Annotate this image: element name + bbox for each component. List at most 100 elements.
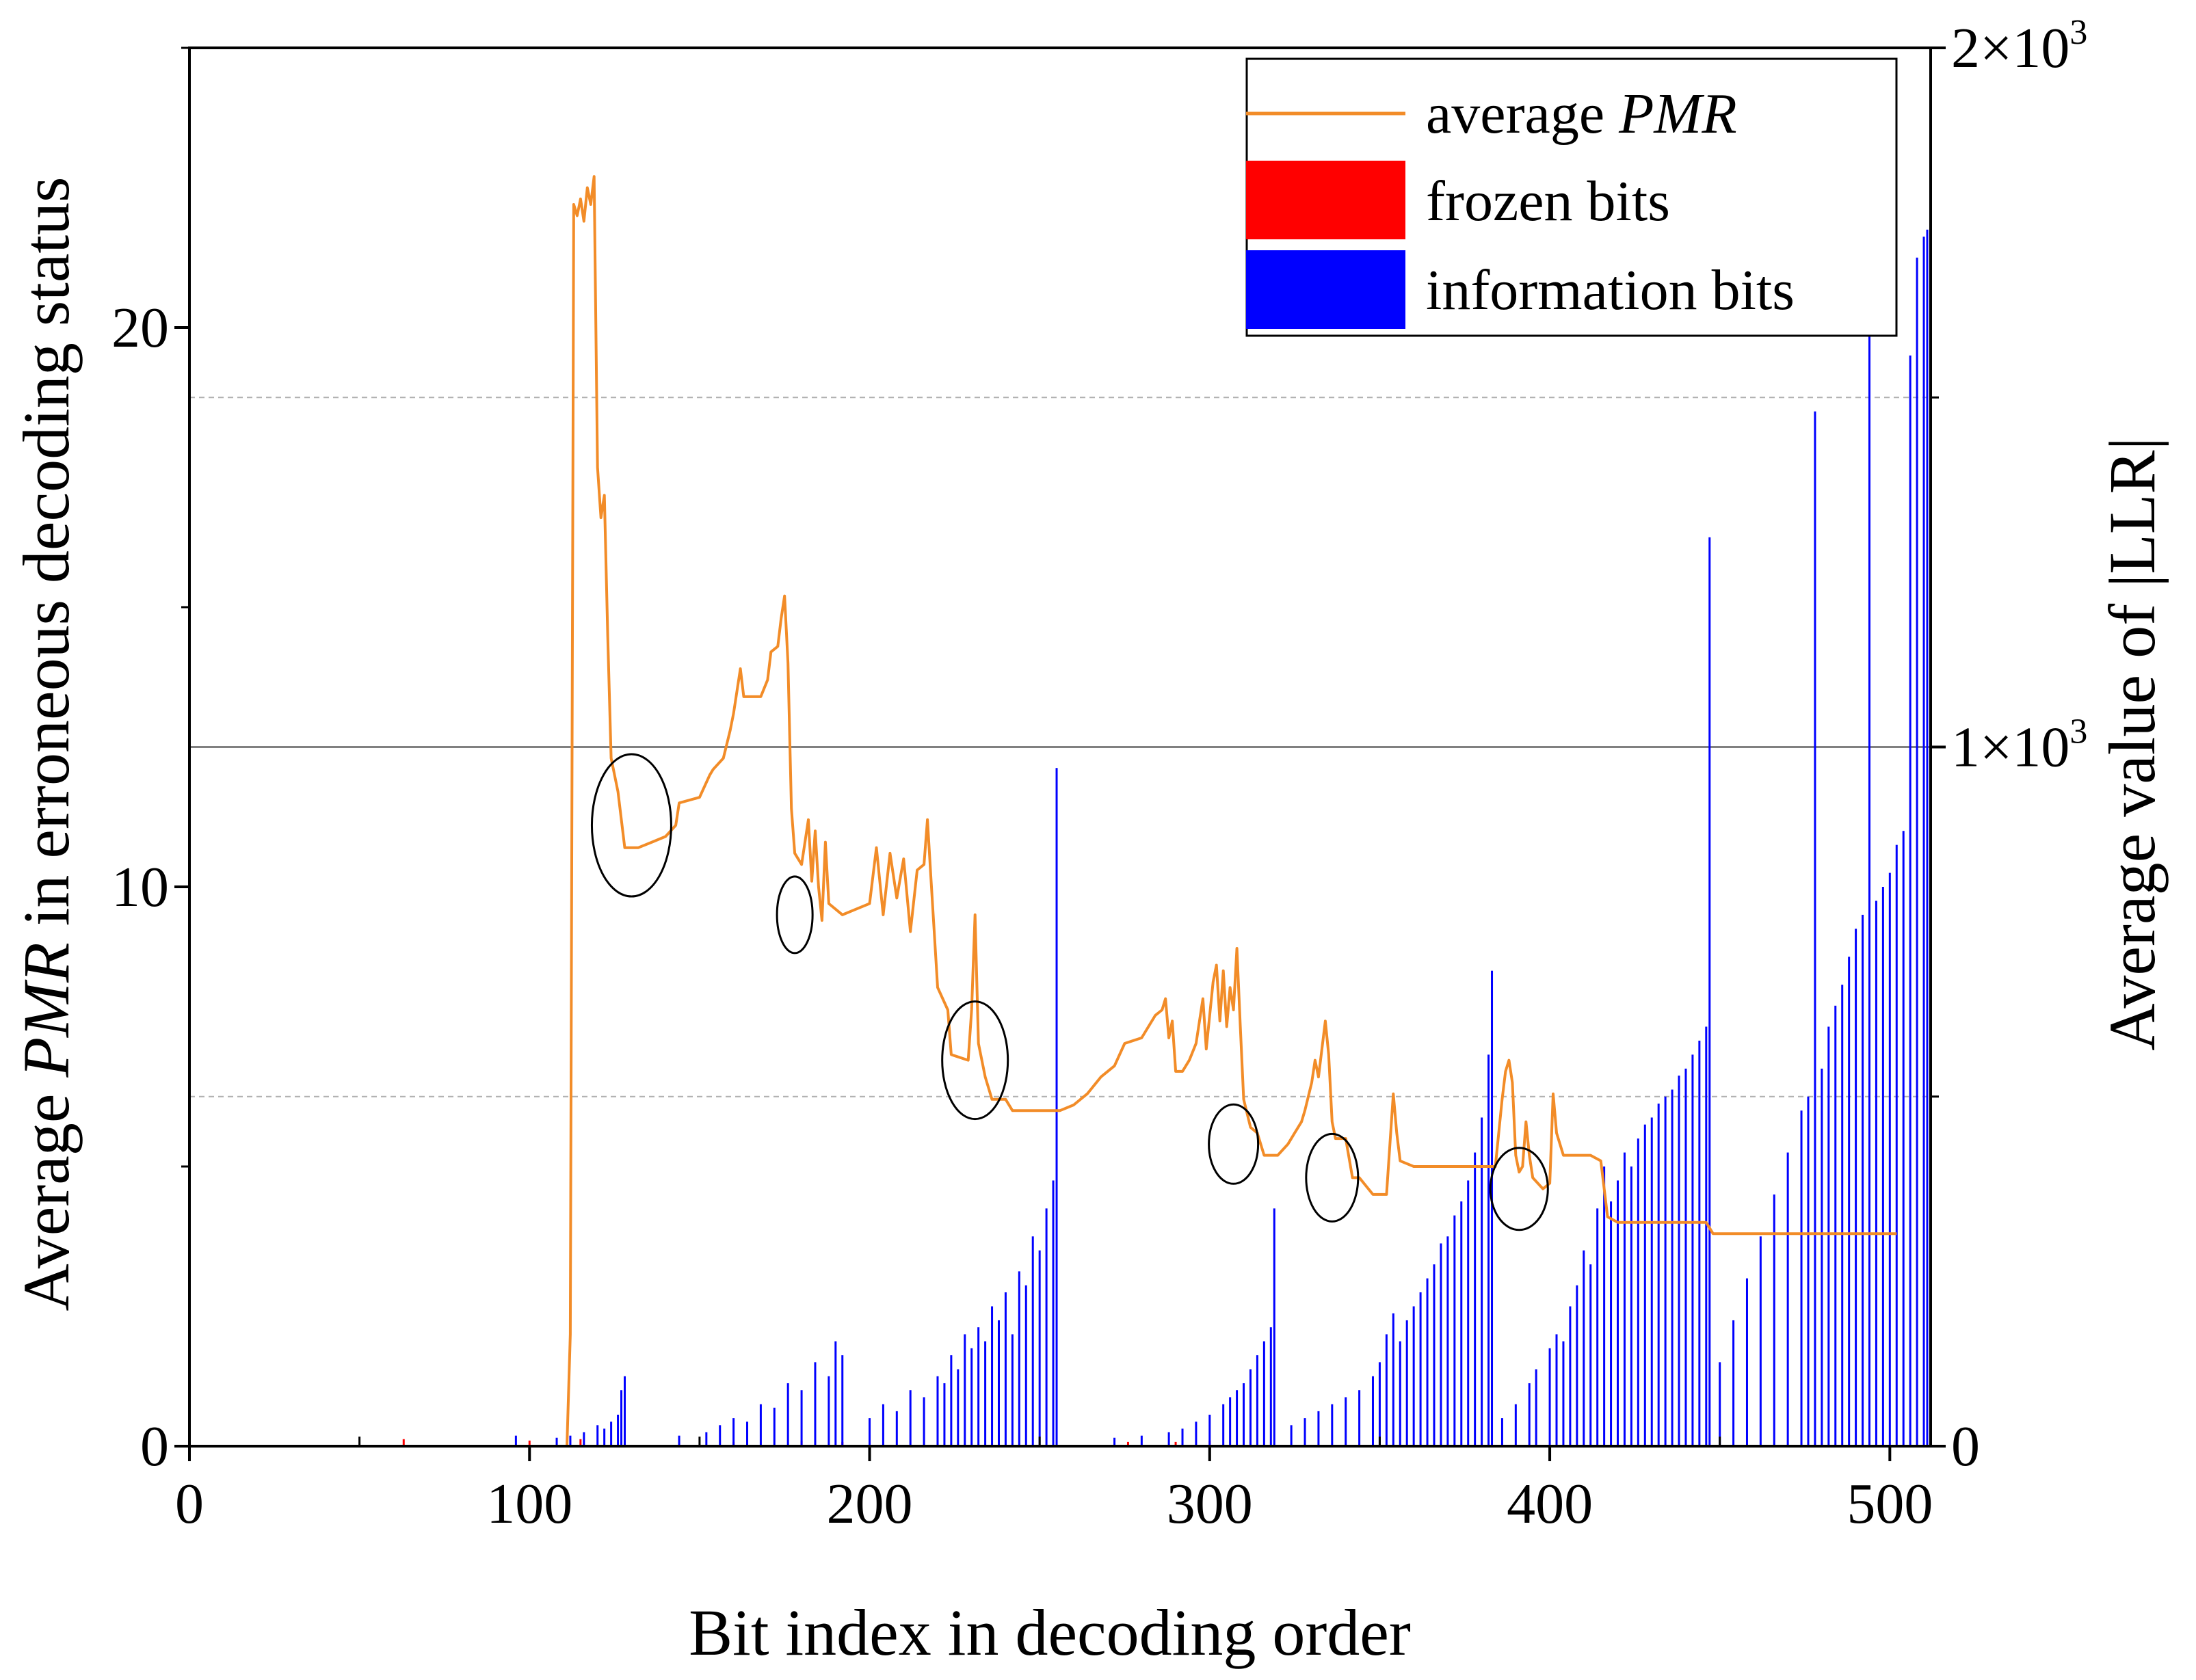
information-bit-bar: [1807, 1096, 1810, 1446]
information-bit-bar: [759, 1404, 762, 1446]
information-bit-bar: [895, 1411, 898, 1446]
information-bit-bar: [1433, 1264, 1436, 1446]
information-bit-bar: [1834, 1005, 1837, 1446]
information-bit-bar: [1841, 985, 1844, 1446]
information-bit-bar: [1678, 1076, 1680, 1446]
information-bit-bar: [1467, 1180, 1470, 1446]
information-bit-bar: [869, 1418, 871, 1446]
information-bit-bar: [1895, 844, 1898, 1446]
information-bit-bar: [1555, 1334, 1558, 1446]
y-right-tick-label: 2×103: [1951, 13, 2087, 80]
information-bit-bar: [624, 1376, 626, 1446]
information-bit-bar: [1317, 1411, 1320, 1446]
information-bit-bar: [1786, 1152, 1789, 1446]
information-bit-bar: [1024, 1285, 1027, 1446]
information-bit-bar: [786, 1383, 789, 1446]
information-bit-bar: [800, 1390, 803, 1446]
x-tick-label: 200: [827, 1472, 913, 1536]
information-bit-bar: [1269, 1327, 1272, 1446]
information-bit-bar: [1038, 1250, 1041, 1446]
information-bit-bar: [1610, 1201, 1613, 1446]
information-bit-bar: [1419, 1292, 1422, 1446]
information-bit-bar: [882, 1404, 884, 1446]
information-bit-bar: [569, 1435, 572, 1446]
annotation-ellipse: [590, 753, 672, 898]
information-bit-bar: [1371, 1376, 1374, 1446]
information-bit-bar: [1657, 1103, 1660, 1446]
information-bit-bar: [1535, 1369, 1537, 1446]
information-bit-bar: [678, 1435, 680, 1446]
information-bit-bar: [719, 1425, 722, 1446]
information-bit-bar: [610, 1422, 613, 1446]
information-bit-bar: [1705, 1026, 1708, 1446]
information-bit-bar: [1031, 1236, 1034, 1446]
grid-lines: [189, 397, 1931, 1097]
information-bit-bar: [828, 1376, 830, 1446]
line-series: [189, 175, 1897, 1448]
y-right-axis-title: Average value of |LLR|: [2095, 437, 2169, 1051]
information-bit-bar: [617, 1414, 620, 1446]
information-bit-bar: [964, 1334, 966, 1446]
information-bit-bar: [1664, 1096, 1667, 1446]
information-bit-bar: [1868, 271, 1870, 1447]
information-bit-bar: [991, 1306, 994, 1446]
information-bit-bar: [950, 1355, 953, 1446]
information-bit-bar: [936, 1376, 939, 1446]
information-bit-bar: [1052, 1180, 1055, 1446]
frozen-bit-bar: [579, 1439, 582, 1446]
x-axis-title: Bit index in decoding order: [689, 1596, 1411, 1669]
information-bit-bar: [1881, 887, 1884, 1446]
information-bit-bar: [1875, 901, 1877, 1446]
information-bit-bar: [1922, 237, 1925, 1447]
frozen-bit-bar: [402, 1439, 405, 1446]
information-bit-bar: [1195, 1422, 1198, 1446]
information-bit-bar: [814, 1362, 817, 1446]
information-bit-bar: [1004, 1292, 1007, 1446]
legend-label-information: information bits: [1426, 258, 1795, 322]
information-bit-bar: [957, 1369, 960, 1446]
information-bit-bar: [1569, 1306, 1572, 1446]
information-bit-bar: [841, 1355, 844, 1446]
information-bit-bar: [1181, 1428, 1184, 1446]
information-bit-bar: [1708, 537, 1711, 1446]
information-bit-bar: [1848, 957, 1851, 1446]
information-bit-bar: [583, 1432, 585, 1446]
information-bit-bar: [1440, 1243, 1442, 1446]
information-bit-bar: [970, 1348, 973, 1446]
information-bit-bar: [1902, 831, 1905, 1446]
information-bit-bar: [1596, 1208, 1599, 1446]
information-bit-bar: [1916, 257, 1918, 1446]
information-bit-bar: [997, 1320, 1000, 1446]
information-bit-bar: [1589, 1264, 1592, 1446]
information-bit-bar: [1719, 1362, 1721, 1446]
information-bit-bar: [732, 1418, 735, 1446]
information-bit-bar: [1491, 970, 1494, 1446]
y-right-tick-label: 1×103: [1951, 712, 2087, 779]
x-tick-label: 500: [1847, 1472, 1933, 1536]
information-bit-bar: [1262, 1341, 1265, 1446]
information-bit-bar: [1548, 1348, 1551, 1446]
information-bit-bar: [1487, 1054, 1490, 1446]
information-bit-bar: [1603, 1166, 1606, 1446]
information-bit-bar: [1821, 1068, 1823, 1446]
x-tick-label: 0: [175, 1472, 204, 1536]
information-bit-bar: [977, 1327, 980, 1446]
y-left-axis-title: Average PMR in erroneous decoding status: [10, 177, 83, 1311]
information-bit-bar: [1855, 929, 1857, 1446]
information-bit-bar: [1256, 1355, 1258, 1446]
information-bit-bar: [984, 1341, 987, 1446]
information-bit-bar: [909, 1390, 912, 1446]
information-bit-bar: [1290, 1425, 1293, 1446]
legend-label-pmr: average PMR: [1426, 82, 1737, 146]
information-bit-bar: [1827, 1026, 1830, 1446]
information-bit-bar: [1405, 1320, 1408, 1446]
annotation-ellipse: [941, 1000, 1009, 1121]
y-left-tick-label: 0: [140, 1415, 169, 1478]
x-tick-label: 300: [1167, 1472, 1253, 1536]
information-bit-bar: [1623, 1152, 1626, 1446]
information-bit-bar: [1643, 1124, 1646, 1446]
frozen-bit-bar: [1126, 1441, 1129, 1446]
information-bit-bar: [1140, 1435, 1143, 1446]
information-bit-bar: [1862, 914, 1864, 1446]
